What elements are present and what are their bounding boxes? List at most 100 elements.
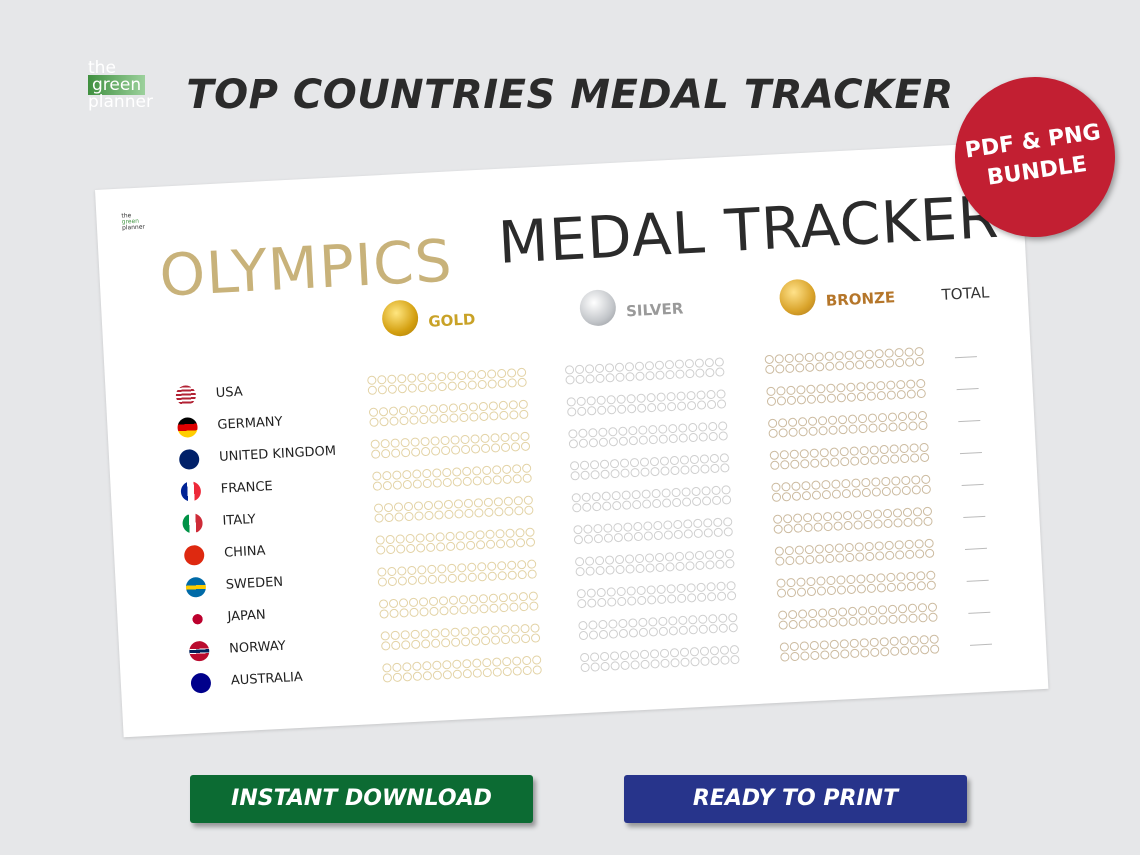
tally-circle xyxy=(586,396,596,406)
tally-circle xyxy=(407,373,417,383)
tally-circle xyxy=(479,603,489,614)
tally-circle xyxy=(583,524,593,534)
tally-circle xyxy=(641,499,652,509)
tally-circle xyxy=(427,382,438,392)
tally-circle xyxy=(894,357,905,368)
tally-circle xyxy=(810,458,820,468)
tally-circle xyxy=(812,512,823,522)
tally-circle xyxy=(473,498,484,508)
tally-circle xyxy=(788,619,798,630)
tally-circle xyxy=(846,382,856,392)
tally-circle xyxy=(708,624,719,634)
tally-circle xyxy=(410,629,420,640)
tally-circle xyxy=(716,399,727,409)
tally-circle xyxy=(499,602,509,613)
tally-circle xyxy=(402,469,412,480)
tally-circle xyxy=(872,509,883,519)
tally-circle xyxy=(869,445,879,455)
tally-circle xyxy=(815,554,825,564)
tally-circle xyxy=(665,562,675,572)
tally-circle xyxy=(698,422,708,432)
tally-circle xyxy=(572,502,582,513)
tally-circle xyxy=(578,428,588,439)
tally-circle xyxy=(435,532,445,542)
tally-circle xyxy=(460,434,470,445)
tally-circle xyxy=(512,666,522,676)
tally-circle xyxy=(390,438,400,448)
tally-circle xyxy=(505,538,516,548)
tally-circle xyxy=(698,432,708,442)
tally-circle xyxy=(884,540,894,551)
tally-circle xyxy=(668,616,678,626)
tally-circle xyxy=(614,362,625,373)
tally-circle xyxy=(415,533,425,543)
tally-circle xyxy=(645,563,655,573)
tally-circle xyxy=(420,446,431,457)
tally-circle xyxy=(462,668,473,679)
tally-circle xyxy=(576,396,586,407)
tally-circle xyxy=(569,461,580,471)
tally-circle xyxy=(870,647,880,658)
tally-circle xyxy=(465,540,476,551)
tally-circle xyxy=(455,531,465,541)
tally-circle xyxy=(581,492,591,502)
tally-circle xyxy=(477,562,487,572)
tally-circle xyxy=(653,520,663,531)
tally-circle xyxy=(703,528,714,538)
download-button: INSTANT DOWNLOAD xyxy=(190,775,533,823)
tally-circle xyxy=(817,416,828,426)
tally-circle xyxy=(884,348,894,358)
tally-circle xyxy=(876,583,887,593)
tally-circle xyxy=(919,634,929,645)
tally-circle xyxy=(444,509,454,520)
tally-circle xyxy=(395,544,406,554)
tally-circle xyxy=(706,399,717,410)
tally-circle xyxy=(918,613,928,623)
sheet-title: OLYMPICS xyxy=(157,226,455,310)
country-flag xyxy=(190,672,212,694)
tally-circle xyxy=(655,370,665,380)
tally-circle xyxy=(798,619,808,629)
tally-circle xyxy=(713,517,723,528)
tally-circle xyxy=(412,661,422,672)
tally-circle xyxy=(573,524,583,535)
tally-circle xyxy=(595,373,605,384)
tally-circle xyxy=(515,537,526,548)
total-line xyxy=(956,388,979,391)
tally-circle xyxy=(510,442,521,452)
tally-circle xyxy=(689,647,700,657)
tally-circle xyxy=(789,641,800,652)
tally-circle xyxy=(776,578,786,588)
tally-circle xyxy=(776,386,786,396)
tally-circle xyxy=(686,390,696,401)
tally-circle xyxy=(696,592,707,603)
tally-circle xyxy=(490,635,501,645)
tally-circle xyxy=(715,367,725,377)
tally-circle xyxy=(420,629,430,639)
country-flag xyxy=(188,640,210,662)
tally-circle xyxy=(599,651,610,662)
tally-circle xyxy=(656,392,666,402)
tally-circle xyxy=(825,553,835,564)
tally-circle xyxy=(800,651,810,661)
tally-circle xyxy=(683,519,693,529)
tally-circle xyxy=(517,377,527,388)
tally-circle xyxy=(821,489,832,500)
tally-circle xyxy=(377,375,387,385)
tally-circle xyxy=(450,445,461,455)
tally-circle xyxy=(459,412,469,423)
tally-circle xyxy=(884,550,895,561)
tally-circle xyxy=(661,488,671,498)
tally-circle xyxy=(886,582,897,593)
tally-circle xyxy=(493,497,504,507)
tally-circle xyxy=(876,573,886,583)
tally-circle xyxy=(387,374,397,384)
tally-circle xyxy=(592,501,602,512)
tally-circle xyxy=(478,401,489,412)
tally-circle xyxy=(726,581,736,591)
tally-circle xyxy=(847,606,858,617)
tally-circle xyxy=(450,435,460,445)
tally-circle xyxy=(613,522,623,533)
tally-circle xyxy=(432,468,442,478)
tally-circle xyxy=(674,359,685,369)
